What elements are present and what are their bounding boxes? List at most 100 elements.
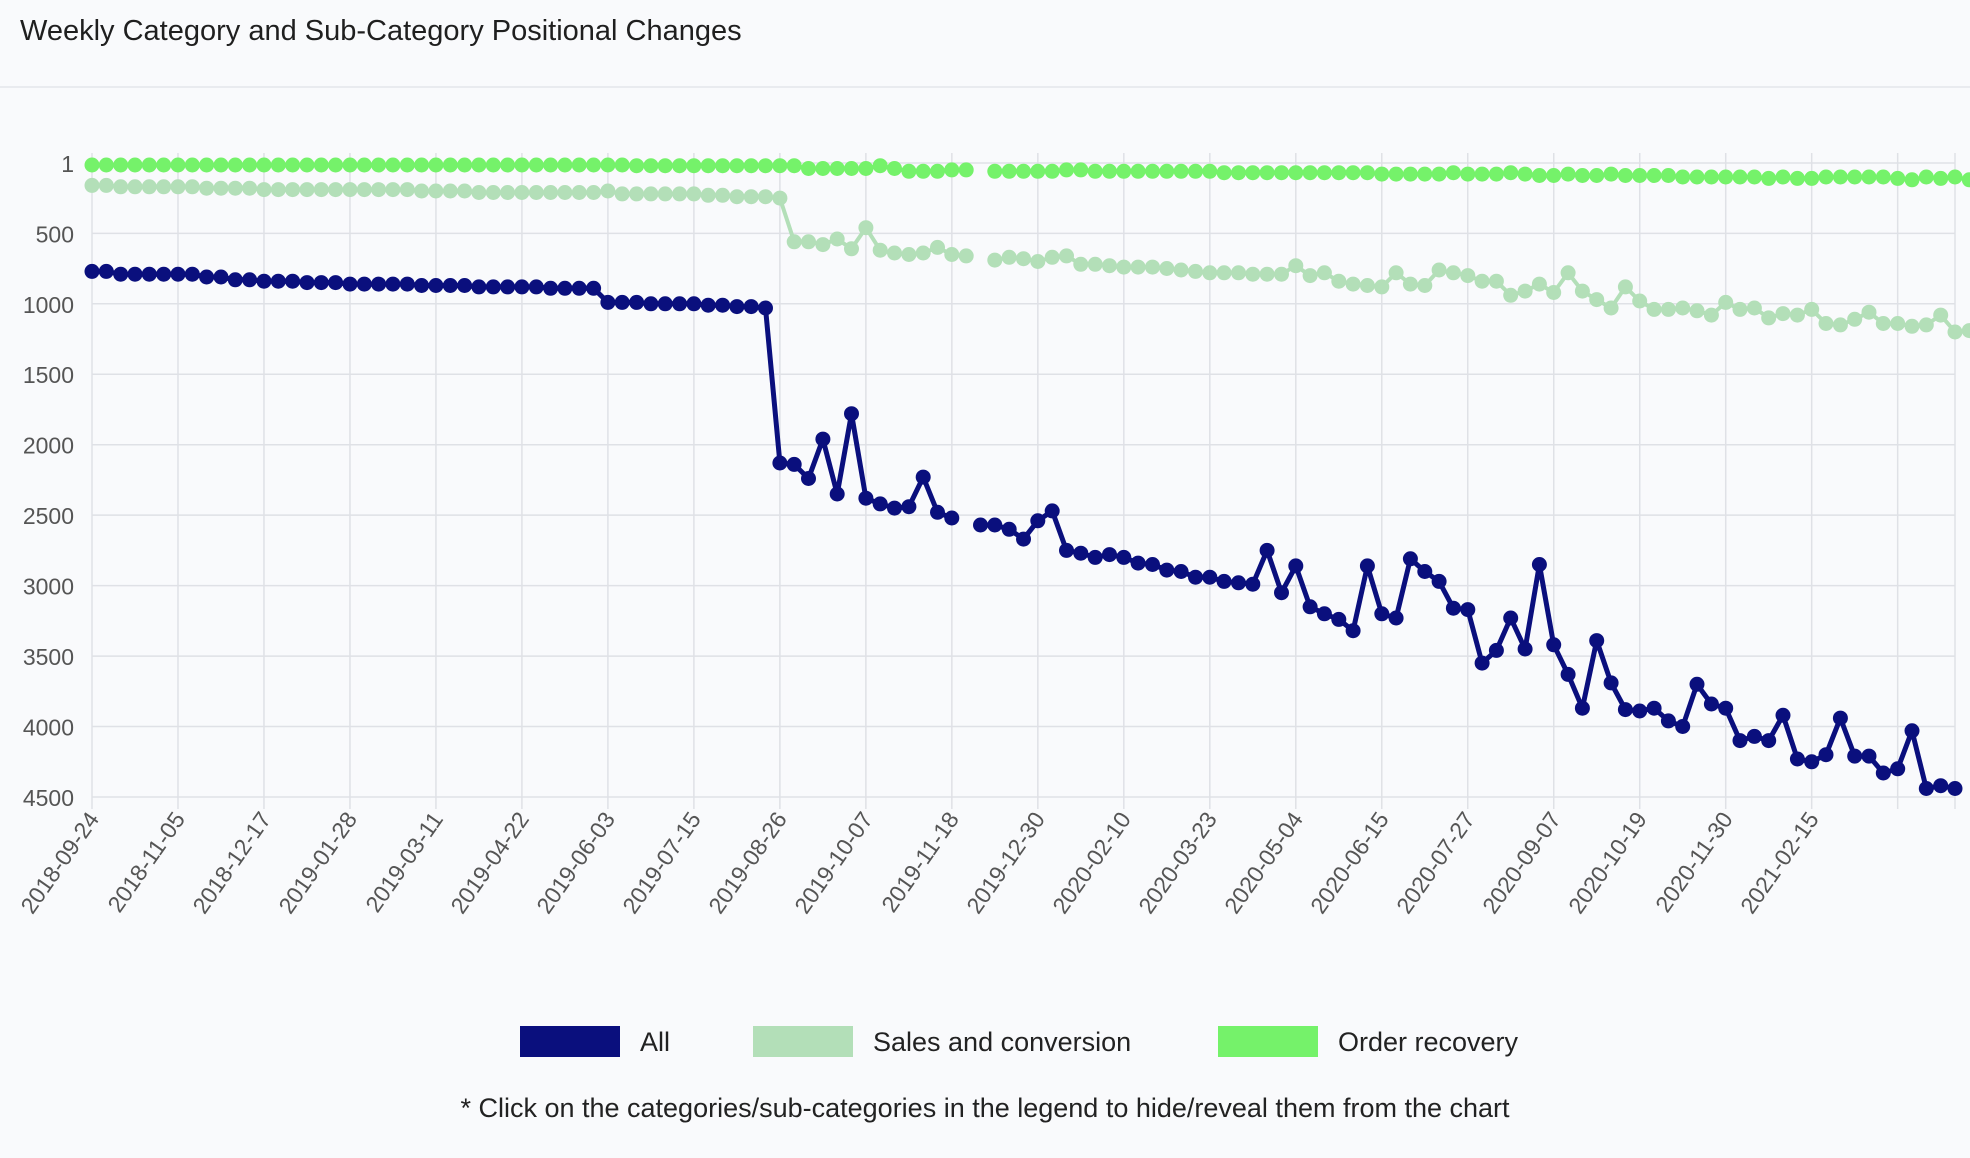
data-point [1016, 531, 1031, 547]
data-point [1488, 642, 1504, 658]
data-point [1302, 165, 1318, 181]
data-point [299, 275, 315, 291]
data-point [629, 294, 645, 310]
data-point [299, 157, 315, 173]
data-point [1660, 713, 1676, 729]
y-tick-label: 4500 [23, 785, 74, 811]
legend-swatch-sales-and-conversion [753, 1026, 853, 1057]
y-tick-label: 1000 [23, 292, 74, 318]
data-point [328, 182, 344, 198]
data-point [113, 157, 129, 173]
data-point [256, 157, 272, 173]
x-tick-label: 2021-02-15 [1735, 807, 1824, 918]
data-point [743, 158, 759, 174]
legend-swatch-order-recovery [1218, 1026, 1318, 1057]
data-point [1589, 633, 1605, 649]
data-point [1875, 169, 1891, 185]
data-point [1359, 278, 1375, 293]
data-point [1531, 168, 1547, 183]
data-point [199, 269, 215, 285]
data-point [1402, 276, 1418, 292]
data-point [1345, 276, 1361, 292]
data-point [1460, 268, 1476, 284]
data-point [1402, 551, 1418, 567]
data-point [1603, 675, 1619, 691]
data-point [1202, 569, 1218, 585]
data-point [127, 266, 143, 282]
data-point [1761, 310, 1777, 326]
data-point [1531, 276, 1547, 292]
data-point [557, 157, 573, 173]
data-point [1818, 316, 1834, 331]
data-point [1718, 169, 1734, 185]
x-tick-label: 2020-09-07 [1477, 807, 1566, 918]
data-point [1589, 292, 1605, 308]
data-point [872, 158, 888, 174]
data-point [1231, 575, 1246, 591]
data-point [1316, 606, 1332, 622]
data-point [500, 279, 516, 295]
data-point [1617, 168, 1633, 183]
data-point [1675, 169, 1691, 185]
data-point [1202, 265, 1218, 281]
data-point [1933, 307, 1949, 323]
line-chart: 1500100015002000250030003500400045002018… [15, 151, 1970, 918]
data-point [1503, 165, 1519, 181]
data-point [586, 185, 602, 200]
data-point [199, 157, 215, 173]
data-point [944, 162, 960, 178]
data-point [156, 179, 172, 195]
data-point [1603, 300, 1619, 316]
data-point [256, 182, 272, 198]
data-point [313, 182, 329, 198]
data-point [1116, 259, 1132, 275]
data-point [1517, 641, 1533, 657]
data-point [1703, 696, 1719, 712]
data-point [600, 294, 616, 310]
data-point [270, 157, 286, 173]
data-point [1961, 172, 1970, 188]
data-point [758, 300, 773, 316]
data-point [1331, 273, 1347, 289]
data-point [700, 158, 716, 174]
data-point [1202, 163, 1218, 179]
data-point [1918, 317, 1934, 333]
data-point [1130, 163, 1146, 179]
data-point [84, 177, 100, 193]
data-point [270, 182, 286, 198]
data-point [1173, 262, 1189, 278]
data-point [600, 183, 616, 199]
data-point [1488, 166, 1504, 182]
data-point [1675, 300, 1691, 316]
data-point [1474, 166, 1490, 182]
data-point [700, 187, 716, 203]
data-point [1947, 781, 1963, 796]
y-tick-label: 4000 [23, 715, 74, 741]
data-point [1445, 165, 1461, 181]
data-point [485, 185, 501, 200]
data-point [1159, 261, 1175, 276]
data-point [657, 186, 673, 202]
data-point [1402, 166, 1418, 182]
data-point [414, 157, 430, 173]
y-tick-label: 1 [61, 151, 74, 177]
data-point [1102, 258, 1117, 274]
data-point [1632, 293, 1648, 309]
data-point [1904, 723, 1920, 739]
x-tick-label: 2020-10-19 [1563, 807, 1652, 918]
data-point [729, 299, 745, 315]
data-point [1359, 165, 1375, 181]
data-point [1073, 162, 1089, 178]
data-point [1059, 248, 1074, 264]
data-point [958, 248, 974, 264]
data-point [1188, 569, 1203, 585]
data-point [1345, 165, 1361, 181]
data-point [227, 157, 243, 173]
data-point [915, 163, 931, 179]
x-tick-label: 2019-10-07 [789, 807, 878, 918]
x-tick-label: 2020-02-10 [1047, 807, 1136, 918]
data-point [872, 242, 888, 258]
data-point [1503, 610, 1519, 626]
data-point [184, 157, 200, 173]
